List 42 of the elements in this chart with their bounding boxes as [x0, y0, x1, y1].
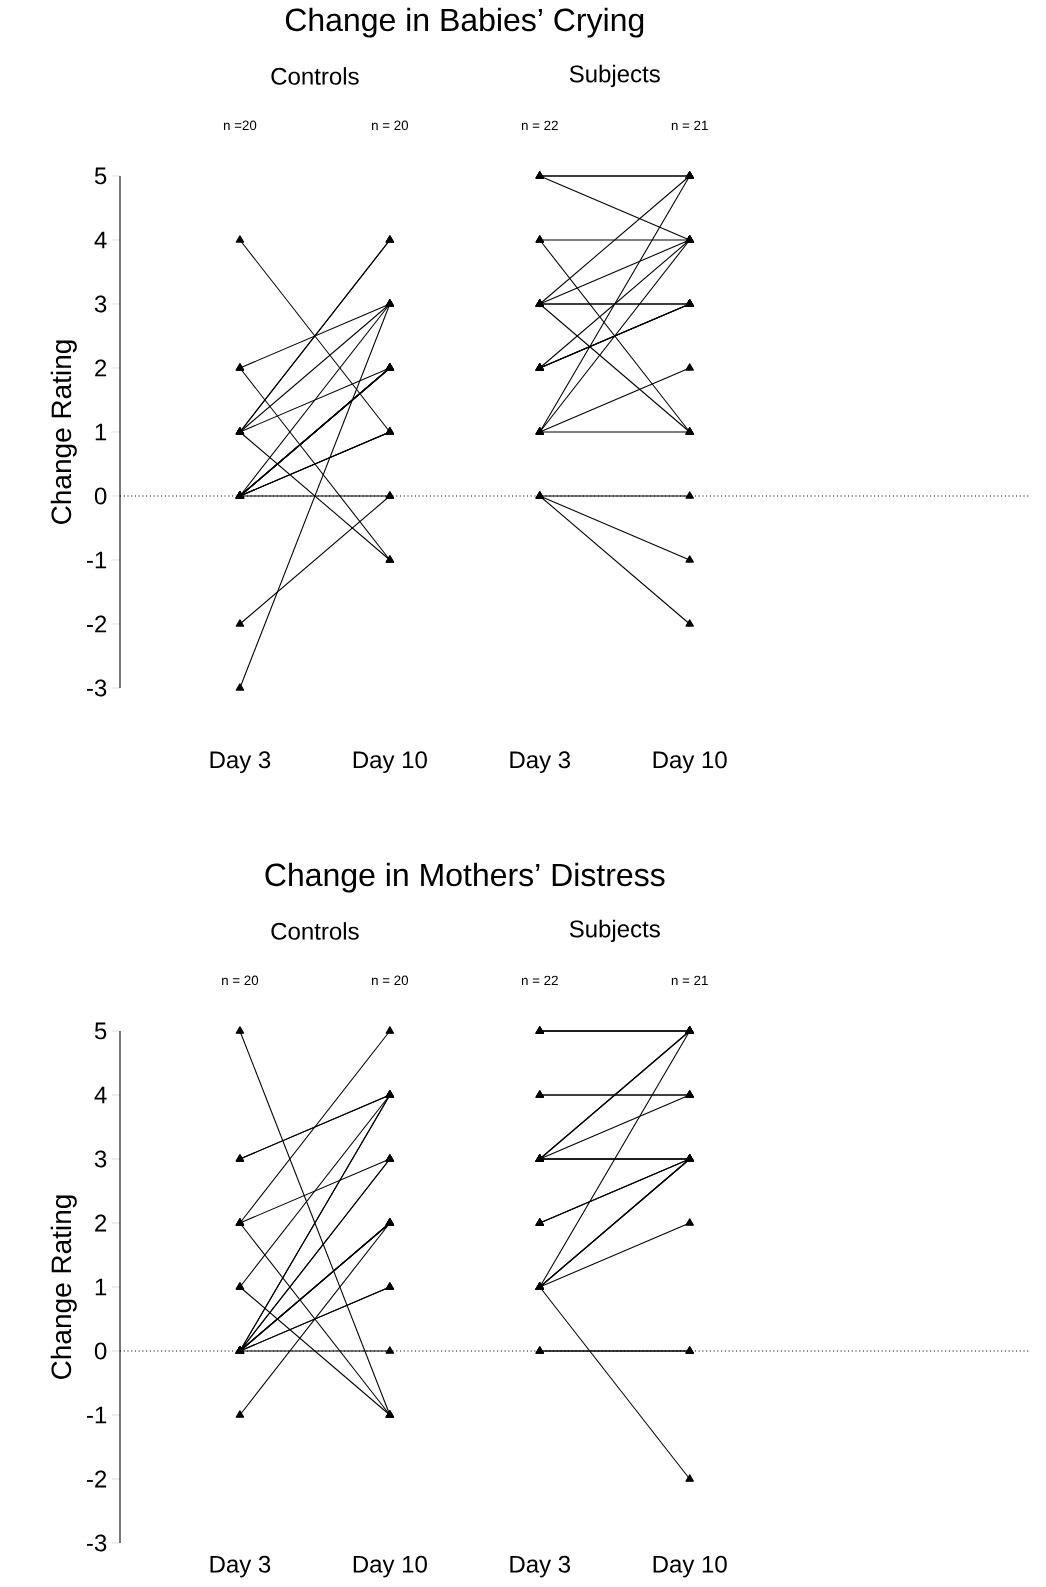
y-tick-label: 1 [95, 423, 107, 441]
text: Subjects [569, 919, 660, 943]
y-tick-label: 2 [95, 1214, 107, 1232]
y-tick-label: -3 [87, 679, 107, 697]
y-tick-label: 2 [95, 359, 107, 377]
y-tick-label: 0 [94, 1342, 107, 1360]
text: n = 22 [521, 120, 558, 130]
text: n = 20 [372, 120, 409, 131]
text: n = 21 [671, 975, 708, 985]
x-tick-label: Day 3 [210, 751, 271, 774]
x-tick-label: Day 10 [353, 751, 427, 774]
y-tick-label: -2 [87, 1470, 107, 1488]
text: Controls [271, 922, 359, 940]
y-tick-label: 4 [94, 1086, 107, 1104]
y-tick-label: 5 [94, 167, 107, 185]
x-tick-label: Day 10 [653, 751, 727, 774]
x-tick-label: Day 3 [210, 1555, 271, 1578]
y-axis-title: Change Rating [50, 1195, 77, 1379]
y-axis-title: Change Rating [50, 340, 77, 524]
text: n =20 [223, 120, 257, 131]
text: n = 21 [671, 120, 708, 130]
y-tick-label: -2 [87, 615, 107, 633]
x-tick-label: Day 10 [653, 1555, 727, 1578]
y-tick-label: 3 [94, 295, 107, 313]
text: Subjects [569, 64, 660, 88]
x-tick-label: Day 10 [353, 1555, 427, 1578]
y-tick-label: 3 [94, 1150, 107, 1168]
text: Controls [271, 67, 359, 85]
y-tick-label: -1 [87, 1406, 107, 1424]
y-tick-label: 4 [94, 231, 107, 249]
x-tick-label: Day 3 [510, 751, 571, 774]
chart-title: Change in Babies’ Crying [285, 7, 644, 38]
y-tick-label: -3 [87, 1534, 107, 1552]
y-tick-label: 1 [95, 1278, 107, 1296]
text: n = 20 [222, 975, 259, 986]
y-tick-label: 0 [94, 487, 107, 505]
x-tick-label: Day 3 [510, 1555, 571, 1578]
y-tick-label: 5 [94, 1022, 107, 1040]
text: n = 20 [372, 975, 409, 986]
text: n = 22 [521, 975, 558, 985]
y-tick-label: -1 [87, 551, 107, 569]
chart-title: Change in Mothers’ Distress [265, 862, 665, 893]
